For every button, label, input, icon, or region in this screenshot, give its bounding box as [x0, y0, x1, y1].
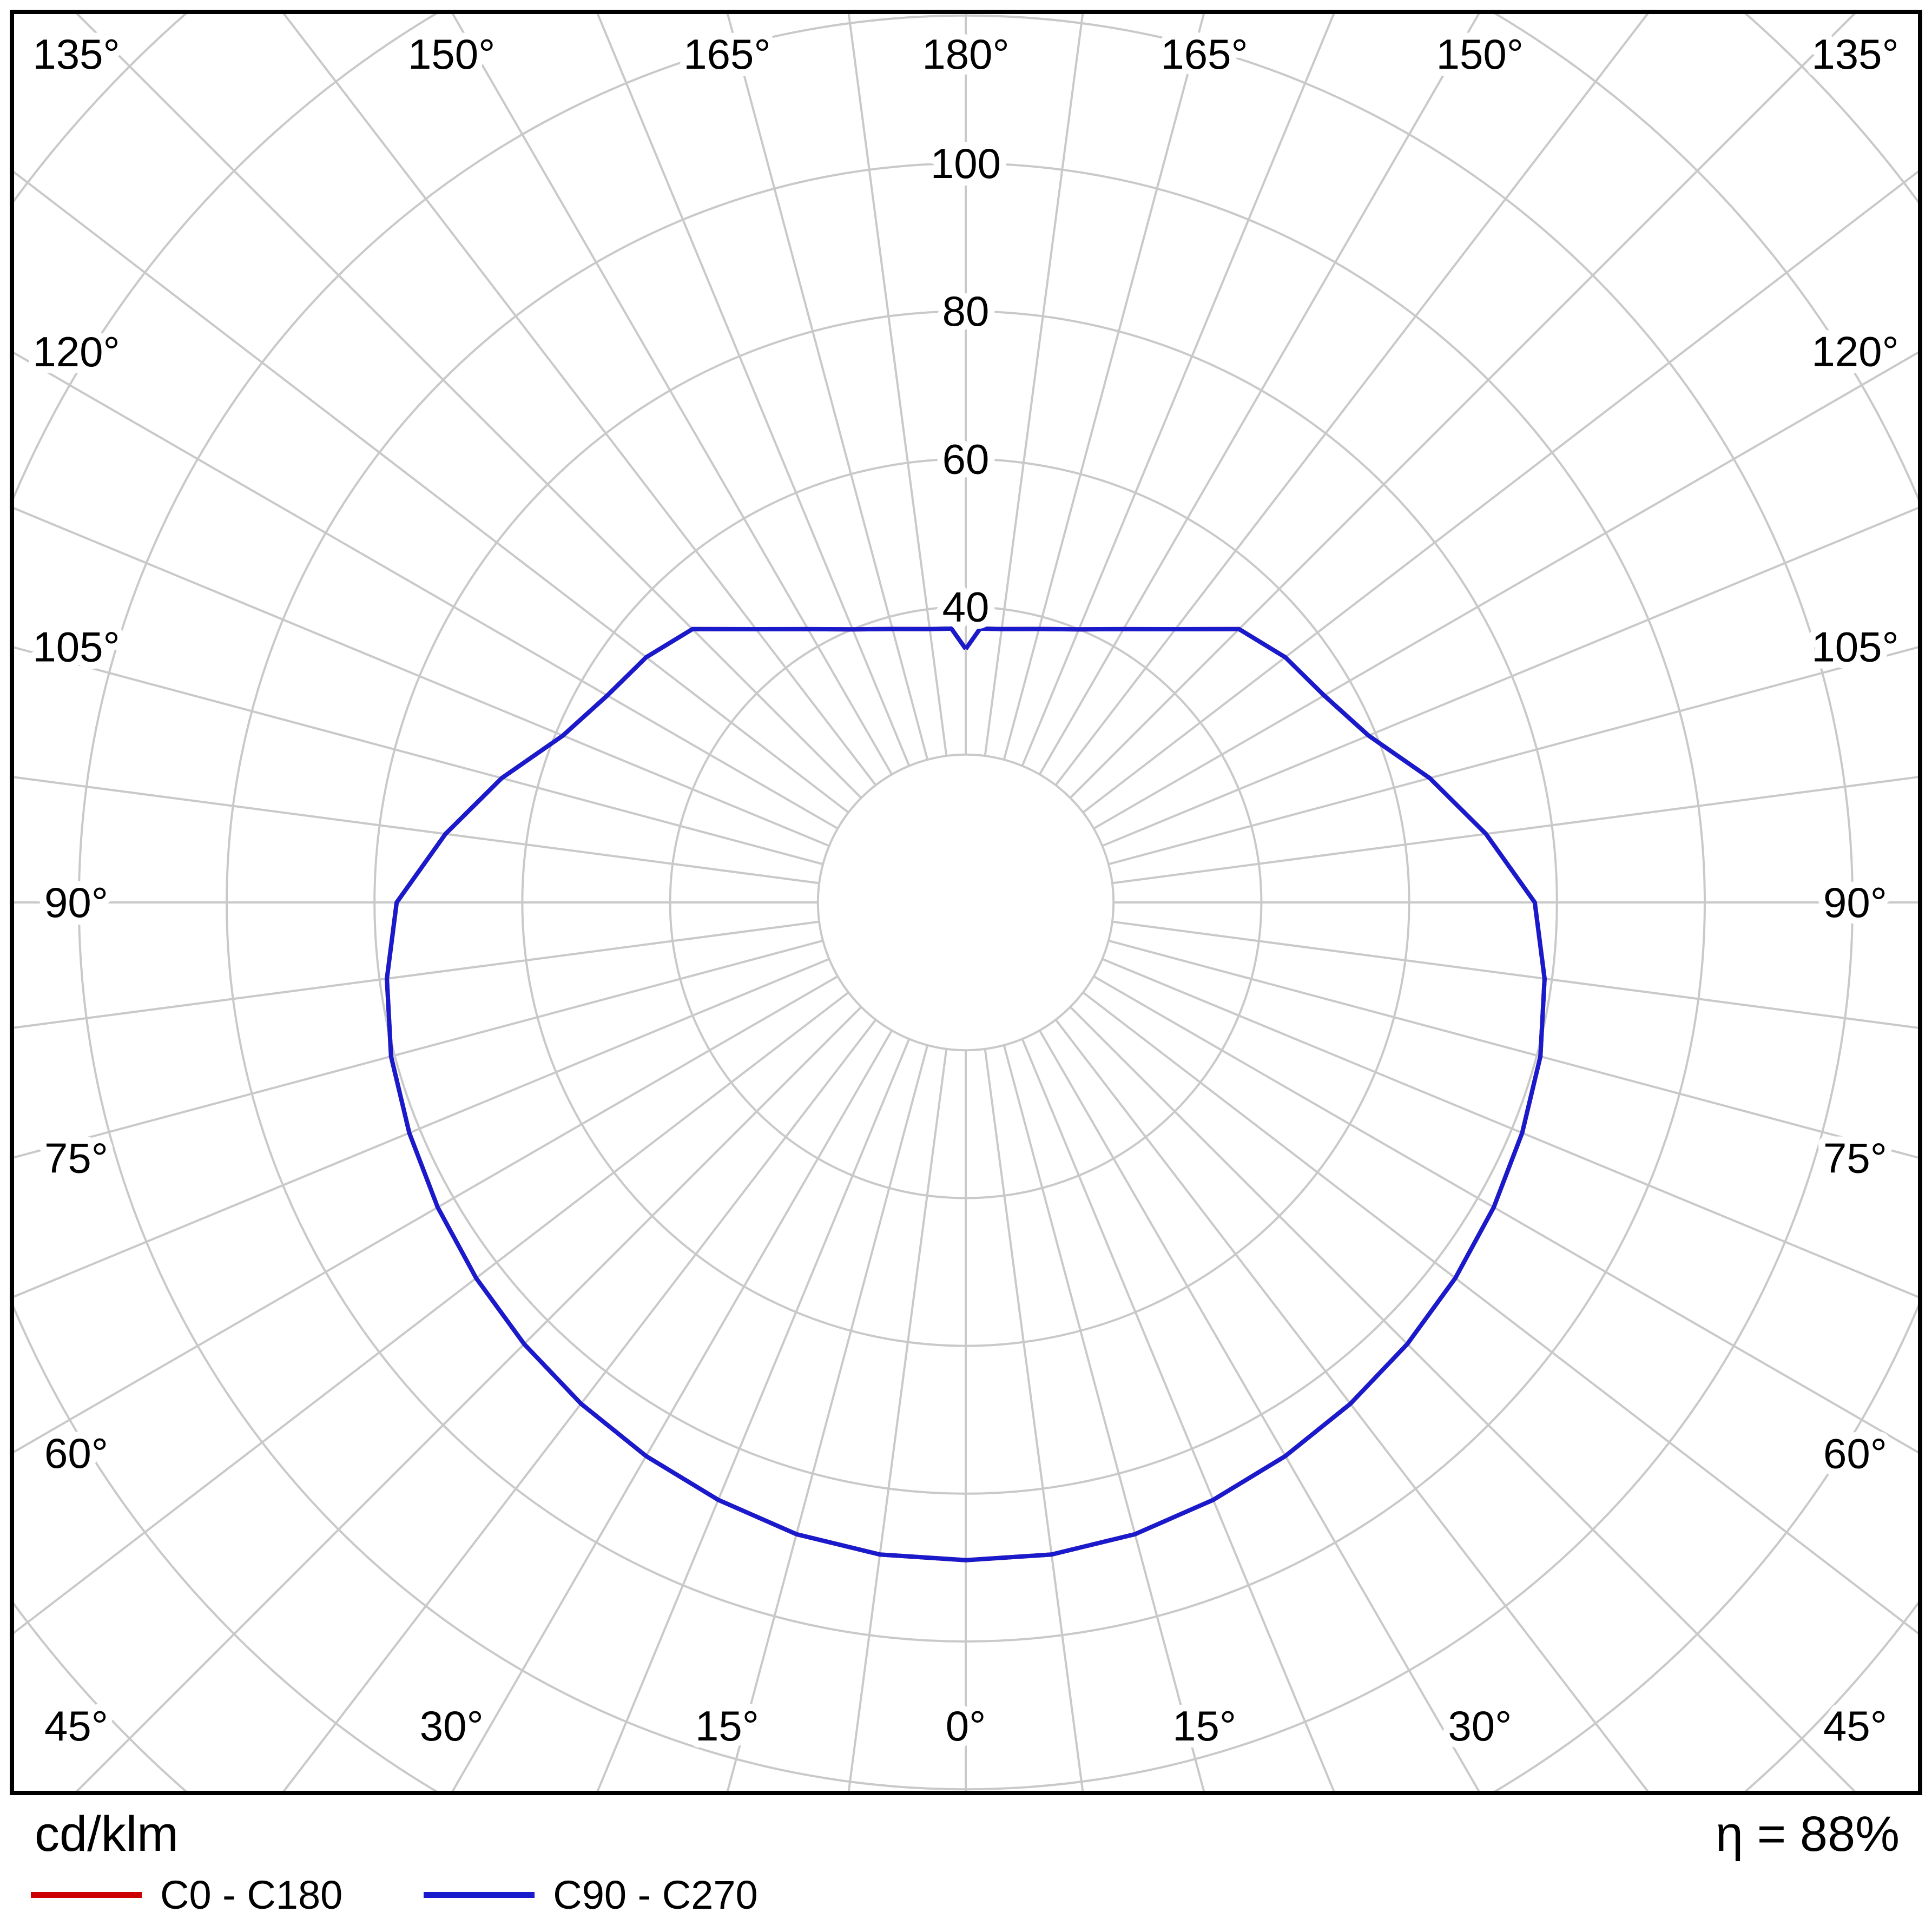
efficiency-label: η = 88% [1715, 1806, 1900, 1862]
unit-label: cd/klm [35, 1806, 179, 1862]
curve-c90-c270 [385, 626, 1547, 1562]
angle-label: 180° [922, 30, 1009, 78]
angle-label: 120° [32, 328, 120, 375]
legend-swatch-c0-c180 [31, 1892, 142, 1898]
legend-label-c90-c270: C90 - C270 [553, 1872, 758, 1917]
angle-label: 30° [420, 1702, 484, 1750]
chart-labels: 40 60 80 100 0° 15° 15° 30° 30° 45° 45° 60° 60° 75° 75… [25, 23, 1905, 1757]
angle-label: 165° [1160, 30, 1248, 78]
angle-label: 150° [1436, 30, 1524, 78]
angle-label: 15° [695, 1702, 759, 1750]
angle-label: 135° [32, 30, 120, 78]
angle-label: 75° [1823, 1135, 1887, 1182]
angle-label: 90° [44, 879, 108, 926]
legend: C0 - C180 C90 - C270 [31, 1873, 839, 1917]
angle-label: 150° [408, 30, 495, 78]
angle-label: 60° [1823, 1429, 1887, 1477]
angle-label: 75° [44, 1134, 108, 1182]
angle-label: 45° [1823, 1702, 1887, 1750]
radial-tick-label: 100 [931, 140, 1001, 187]
radial-tick-label: 80 [942, 287, 990, 335]
angle-label: 0° [946, 1702, 986, 1750]
angle-label: 45° [44, 1702, 108, 1750]
radial-tick-label: 40 [942, 583, 990, 631]
angle-label: 90° [1823, 879, 1887, 926]
chart-border [10, 10, 1922, 1795]
angle-label: 165° [683, 30, 770, 78]
angle-label: 30° [1448, 1702, 1512, 1750]
angle-label: 135° [1811, 30, 1898, 78]
legend-swatch-c90-c270 [424, 1892, 535, 1898]
angle-label: 15° [1172, 1702, 1236, 1750]
legend-label-c0-c180: C0 - C180 [160, 1872, 343, 1917]
angle-label: 60° [44, 1429, 108, 1477]
angle-label: 105° [32, 623, 120, 671]
radial-tick-label: 60 [942, 435, 990, 483]
angle-label: 120° [1811, 328, 1898, 375]
angle-label: 105° [1811, 623, 1898, 670]
